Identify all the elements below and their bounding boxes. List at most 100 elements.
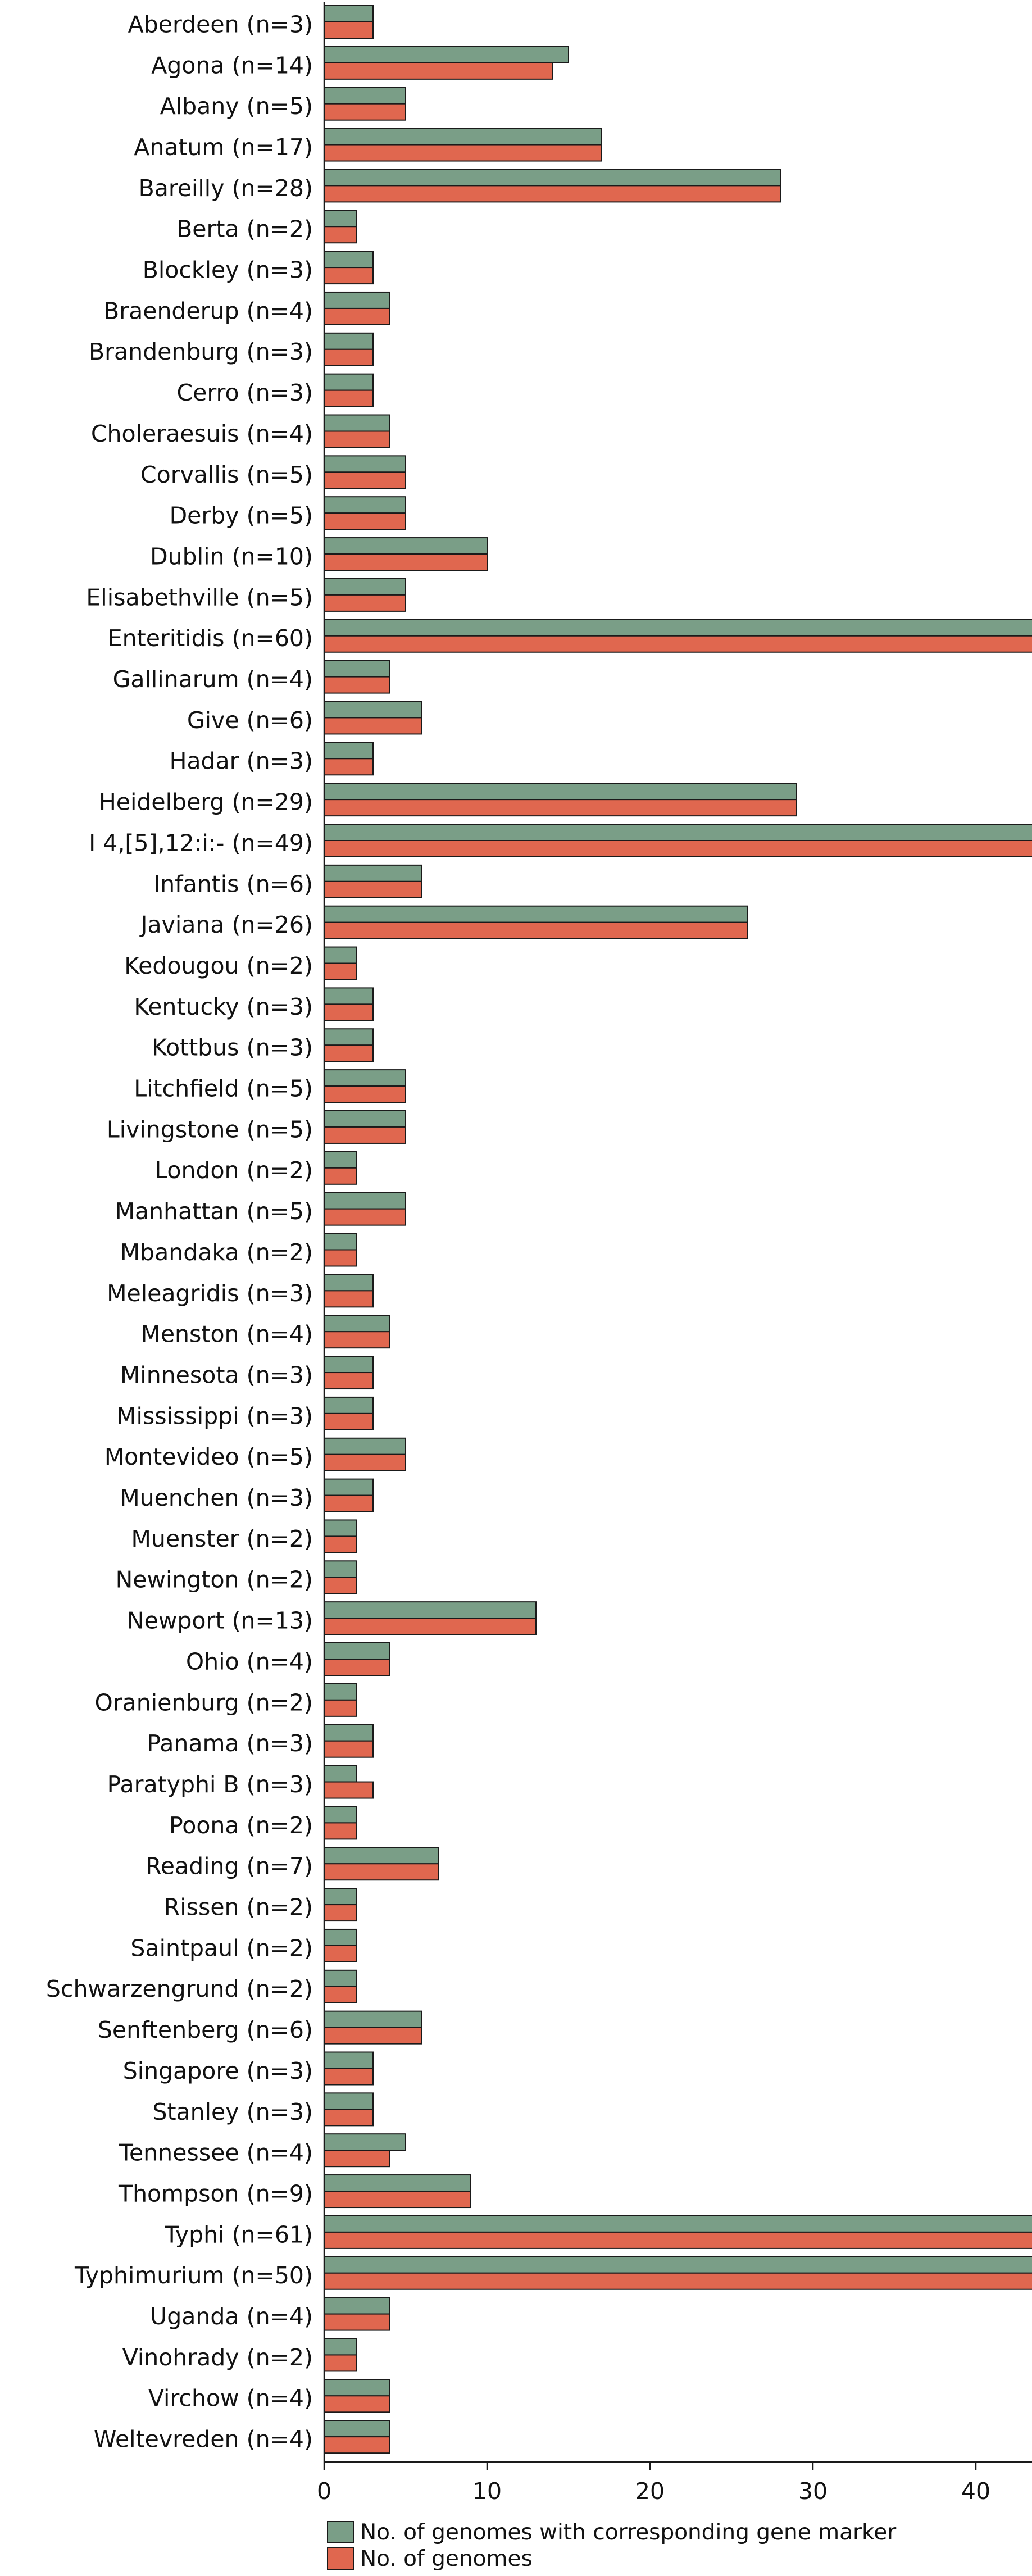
bar-genomes — [324, 2395, 390, 2413]
bar-gene-marker — [324, 169, 781, 187]
bar-genomes — [324, 635, 1032, 653]
category-label: Meleagridis (n=3) — [107, 1280, 313, 1307]
bar-gene-marker — [324, 2379, 390, 2397]
category-label: Javiana (n=26) — [139, 911, 313, 938]
category-label: Singapore (n=3) — [123, 2057, 313, 2084]
bar-genomes — [324, 1290, 374, 1308]
legend-label: No. of genomes with corresponding gene m… — [360, 2520, 897, 2545]
bar-genomes — [324, 799, 797, 817]
bar-gene-marker — [324, 2297, 390, 2315]
category-label: Muenchen (n=3) — [120, 1484, 313, 1511]
bar-genomes — [324, 2436, 390, 2454]
category-label: Braenderup (n=4) — [103, 297, 313, 324]
bar-gene-marker — [324, 1806, 357, 1824]
bar-genomes — [324, 471, 406, 489]
bar-genomes — [324, 1659, 390, 1676]
x-tick-label: 40 — [961, 2478, 990, 2505]
bar-gene-marker — [324, 905, 748, 923]
category-label: Newport (n=13) — [127, 1607, 313, 1634]
category-label: Thompson (n=9) — [118, 2180, 313, 2207]
category-label: Poona (n=2) — [169, 1812, 313, 1839]
bar-gene-marker — [324, 332, 374, 350]
category-label: Typhimurium (n=50) — [74, 2262, 313, 2289]
bar-genomes — [324, 717, 422, 735]
bar-gene-marker — [324, 1642, 390, 1660]
x-tick-label: 0 — [317, 2478, 331, 2505]
bar-gene-marker — [324, 2092, 374, 2110]
bar-genomes — [324, 1986, 357, 2003]
bar-genomes — [324, 1412, 374, 1430]
bar-gene-marker — [324, 1888, 357, 1906]
x-tick-label: 30 — [798, 2478, 828, 2505]
category-label: Senftenberg (n=6) — [98, 2016, 313, 2043]
bar-gene-marker — [324, 1478, 374, 1496]
category-label: London (n=2) — [154, 1157, 313, 1184]
bar-gene-marker — [324, 455, 406, 473]
bar-gene-marker — [324, 946, 357, 964]
bar-genomes — [324, 1453, 406, 1471]
bar-gene-marker — [324, 701, 422, 719]
bar-genomes — [324, 962, 357, 980]
bar-gene-marker — [324, 1519, 357, 1537]
category-label: Montevideo (n=5) — [104, 1443, 313, 1470]
bar-gene-marker — [324, 578, 406, 596]
category-label: Aberdeen (n=3) — [128, 11, 313, 38]
bar-gene-marker — [324, 2174, 471, 2192]
bar-genomes — [324, 1822, 357, 1840]
bar-genomes — [324, 1618, 537, 1635]
category-label: Vinohrady (n=2) — [122, 2344, 313, 2371]
bar-genomes — [324, 103, 406, 121]
category-label: Albany (n=5) — [160, 93, 313, 120]
bar-gene-marker — [324, 1356, 374, 1374]
bar-genomes — [324, 185, 781, 203]
bar-gene-marker — [324, 128, 602, 146]
category-label: Give (n=6) — [187, 707, 313, 734]
bar-genomes — [324, 1372, 374, 1390]
bar-gene-marker — [324, 537, 488, 555]
category-label: I 4,[5],12:i:- (n=49) — [89, 829, 313, 856]
bar-genomes — [324, 1699, 357, 1717]
bar-genomes — [324, 1945, 357, 1962]
category-label: Saintpaul (n=2) — [130, 1934, 313, 1961]
category-label: Heidelberg (n=29) — [99, 789, 313, 816]
bar-gene-marker — [324, 2133, 406, 2151]
bar-genomes — [324, 594, 406, 612]
bar-genomes — [324, 307, 390, 325]
bar-gene-marker — [324, 1847, 439, 1865]
bar-gene-marker — [324, 46, 569, 63]
bar-genomes — [324, 512, 406, 530]
bar-genomes — [324, 21, 374, 39]
bar-gene-marker — [324, 291, 390, 309]
bars-layer — [324, 5, 1032, 2454]
bar-genomes — [324, 1126, 406, 1144]
bar-gene-marker — [324, 1192, 406, 1210]
bar-genomes — [324, 921, 748, 939]
category-label: Panama (n=3) — [147, 1730, 313, 1757]
bar-gene-marker — [324, 1969, 357, 1987]
bar-genomes — [324, 1085, 406, 1103]
bar-gene-marker — [324, 864, 422, 882]
bar-genomes — [324, 1577, 357, 1594]
bar-gene-marker — [324, 496, 406, 514]
bar-genomes — [324, 1003, 374, 1021]
category-label: Manhattan (n=5) — [115, 1198, 313, 1225]
category-label: Corvallis (n=5) — [140, 461, 313, 488]
bar-genomes — [324, 840, 1032, 857]
x-axis: 0102030405060 — [317, 2, 1032, 2505]
bar-genomes — [324, 880, 422, 898]
bar-genomes — [324, 2109, 374, 2127]
category-label: Brandenburg (n=3) — [89, 338, 313, 365]
category-label: Menston (n=4) — [140, 1321, 313, 1348]
category-label: Muenster (n=2) — [131, 1525, 313, 1552]
category-label: Litchfield (n=5) — [134, 1075, 313, 1102]
bar-gene-marker — [324, 1069, 406, 1087]
bar-genomes — [324, 267, 374, 285]
bar-gene-marker — [324, 660, 390, 678]
category-label: Reading (n=7) — [146, 1853, 313, 1880]
bar-genomes — [324, 2150, 390, 2168]
bar-genomes — [324, 1494, 374, 1512]
bar-genomes — [324, 1331, 390, 1349]
legend-swatch — [327, 2547, 354, 2570]
category-label: Berta (n=2) — [176, 216, 313, 243]
